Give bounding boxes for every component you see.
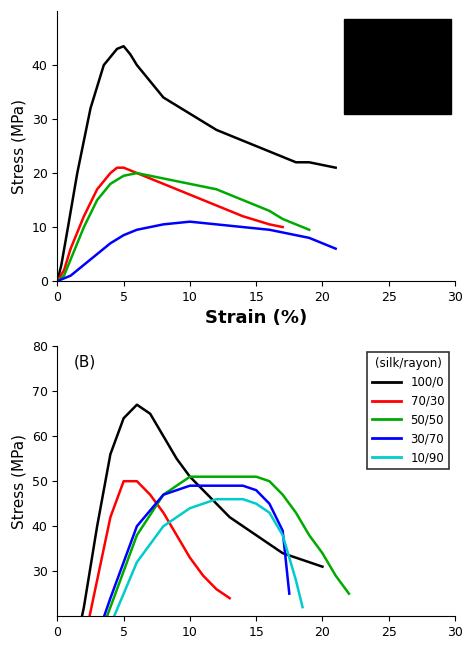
Text: (B): (B) — [73, 354, 96, 369]
Bar — [344, 20, 451, 114]
Legend: 100/0, 70/30, 50/50, 30/70, 10/90: 100/0, 70/30, 50/50, 30/70, 10/90 — [367, 352, 449, 469]
Y-axis label: Stress (MPa): Stress (MPa) — [11, 434, 26, 528]
Y-axis label: Stress (MPa): Stress (MPa) — [11, 99, 26, 194]
X-axis label: Strain (%): Strain (%) — [205, 309, 307, 328]
